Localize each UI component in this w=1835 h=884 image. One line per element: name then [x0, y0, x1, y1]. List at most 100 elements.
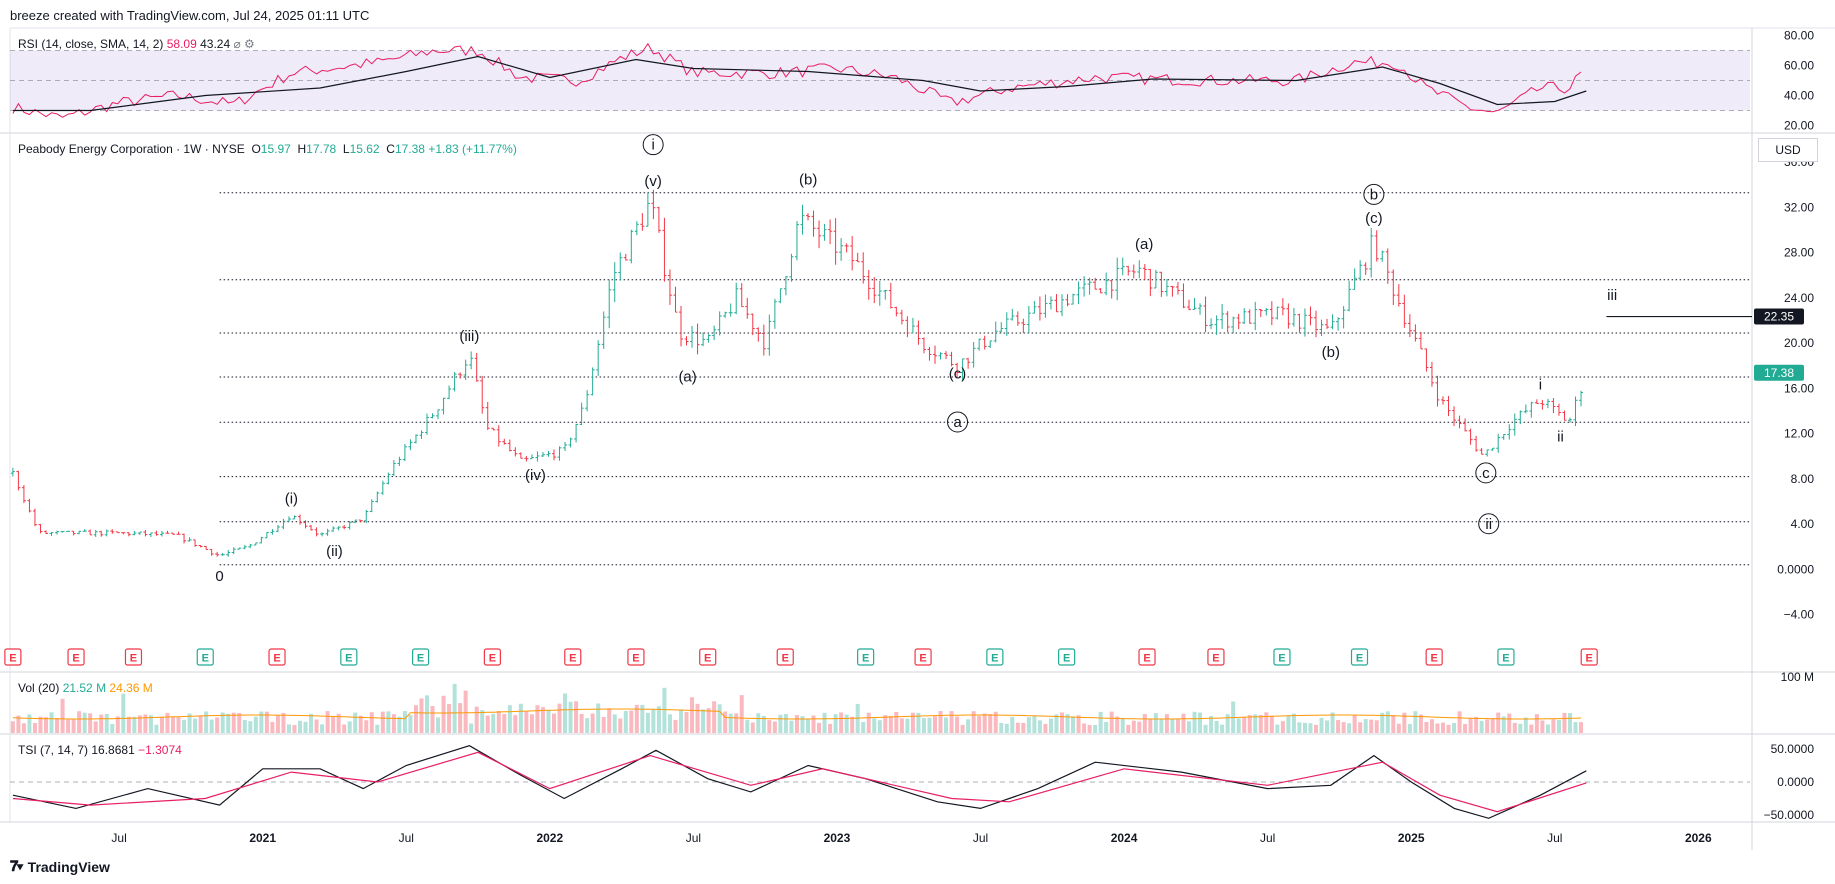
volume-bar	[1479, 720, 1484, 733]
time-axis-label: 2022	[536, 831, 563, 845]
volume-bar	[347, 721, 352, 733]
volume-bar	[1496, 712, 1501, 733]
volume-bar	[805, 719, 810, 733]
last-price-label: 17.38	[1764, 366, 1794, 380]
volume-bar	[325, 711, 330, 733]
price-tick-label: 0.0000	[1777, 562, 1814, 576]
volume-bar	[110, 724, 115, 733]
wave-label: iii	[1607, 287, 1617, 304]
volume-bar	[1209, 716, 1214, 733]
volume-bar	[1275, 724, 1280, 733]
earnings-marker	[67, 648, 85, 666]
symbol-name[interactable]: Peabody Energy Corporation · 1W · NYSE	[18, 142, 245, 156]
earnings-marker	[196, 648, 214, 666]
volume-bar	[88, 713, 93, 733]
time-axis-label: Jul	[973, 831, 988, 845]
time-axis-label: 2021	[249, 831, 276, 845]
volume-bar	[507, 705, 512, 733]
volume-bar	[242, 720, 247, 733]
volume-bar	[712, 701, 717, 733]
volume-bar	[1529, 724, 1534, 733]
currency-button[interactable]: USD	[1758, 138, 1818, 162]
price-tick-label: −4.00	[1784, 608, 1815, 622]
earnings-marker-label: E	[1430, 653, 1437, 665]
volume-bar	[413, 705, 418, 733]
volume-bar	[557, 703, 562, 733]
volume-bar	[209, 719, 214, 733]
rsi-tick-label: 80.00	[1784, 29, 1814, 43]
volume-bar	[1545, 724, 1550, 733]
volume-bar	[690, 697, 695, 733]
volume-bar	[331, 716, 336, 733]
volume-bar	[148, 715, 153, 733]
volume-bar	[1336, 720, 1341, 733]
volume-bar	[1369, 719, 1374, 733]
volume-bar	[1579, 722, 1584, 733]
volume-bar	[275, 715, 280, 733]
volume-tick-label: 100 M	[1781, 670, 1814, 684]
rsi-hide-icon[interactable]: ⌀ ⚙	[233, 37, 255, 51]
volume-bar	[248, 721, 253, 733]
volume-bar	[1247, 715, 1252, 733]
volume-bar	[1010, 716, 1015, 733]
volume-bar	[375, 724, 380, 733]
volume-bar	[750, 722, 755, 733]
tsi-tick-label: 50.0000	[1771, 742, 1815, 756]
volume-bar	[640, 704, 645, 733]
volume-bar	[16, 715, 21, 733]
earnings-marker-label: E	[130, 653, 137, 665]
volume-bar	[1015, 722, 1020, 733]
volume-bar	[866, 712, 871, 733]
earnings-marker-label: E	[417, 653, 424, 665]
volume-bar	[270, 721, 275, 733]
earnings-marker	[268, 648, 286, 666]
volume-bar	[402, 711, 407, 733]
volume-bar	[894, 711, 899, 733]
volume-bar	[143, 714, 148, 733]
volume-bar	[491, 713, 496, 733]
earnings-marker	[914, 648, 932, 666]
volume-bar	[563, 693, 568, 733]
volume-bar	[1203, 724, 1208, 733]
volume-bar	[1413, 711, 1418, 733]
tradingview-footer: 𝟕▾ TradingView	[10, 858, 110, 875]
volume-bar	[66, 719, 71, 733]
volume-bar	[844, 714, 849, 733]
volume-bar	[380, 711, 385, 733]
volume-bar	[966, 719, 971, 733]
earnings-marker-label: E	[1502, 653, 1509, 665]
volume-bar	[424, 695, 429, 733]
time-axis-label: Jul	[111, 831, 126, 845]
volume-bar	[1308, 723, 1313, 733]
volume-bar	[1225, 714, 1230, 733]
volume-bar	[1142, 713, 1147, 733]
earnings-marker	[483, 648, 501, 666]
volume-ma-value: 24.36 M	[109, 681, 153, 695]
volume-bar	[38, 716, 43, 733]
volume-bar	[701, 709, 706, 733]
volume-bar	[1374, 720, 1379, 733]
volume-bar	[82, 712, 87, 733]
volume-bar	[60, 698, 65, 733]
volume-bar	[678, 709, 683, 733]
volume-bar	[397, 716, 402, 733]
wave-label: i	[651, 137, 654, 154]
volume-bar	[1485, 719, 1490, 733]
price-tick-label: 28.00	[1784, 246, 1814, 260]
volume-bar	[1534, 714, 1539, 733]
earnings-marker	[776, 648, 794, 666]
volume-bar	[734, 713, 739, 733]
volume-bar	[480, 710, 485, 733]
volume-bar	[1325, 720, 1330, 733]
volume-bar	[833, 714, 838, 733]
volume-bar	[369, 712, 374, 733]
volume-bar	[1567, 713, 1572, 733]
volume-bar	[391, 714, 396, 733]
volume-bar	[1424, 721, 1429, 733]
rsi-ma-value: 43.24	[200, 37, 231, 51]
tsi-tick-label: −50.0000	[1764, 808, 1815, 822]
volume-bar	[1280, 721, 1285, 733]
rsi-value: 58.09	[166, 37, 197, 51]
volume-bar	[1347, 723, 1352, 733]
